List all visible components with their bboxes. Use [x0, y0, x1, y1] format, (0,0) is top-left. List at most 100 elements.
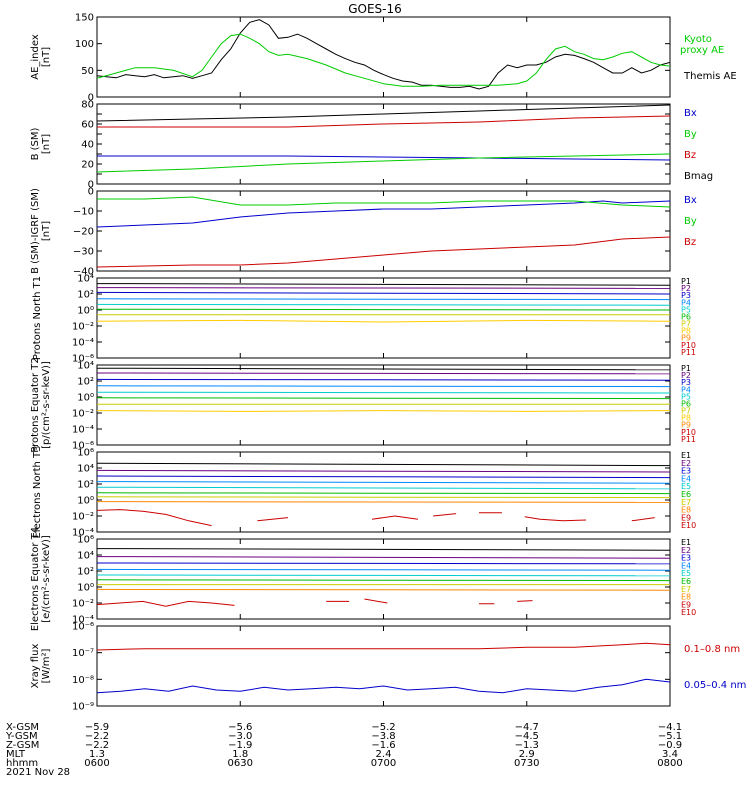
y-tick-label: 10²	[77, 480, 94, 491]
y-tick-label: −40	[73, 267, 94, 278]
legend-entry: E5	[681, 482, 691, 491]
x-info-value: 0730	[514, 758, 539, 769]
series-line-themis-ae	[97, 19, 670, 90]
series-line-e5	[97, 486, 670, 490]
legend-entry: P8	[681, 414, 691, 423]
legend-entry: Bz	[684, 237, 696, 248]
series-line-by	[97, 153, 670, 173]
legend-entry: E1	[681, 538, 691, 547]
series-line-p8	[97, 319, 670, 323]
figure-title: GOES-16	[348, 2, 402, 16]
x-info-row-label: hhmm	[6, 758, 38, 769]
series-line-e2	[97, 556, 670, 559]
legend-entry: P9	[681, 421, 691, 430]
x-info-value: 0700	[371, 758, 396, 769]
x-info-value: 0800	[657, 758, 682, 769]
series-line-e3	[97, 475, 670, 479]
panels: 0 50 100 150 AE_index[nT] Kyoto proxy AE Themis…	[30, 13, 746, 713]
y-tick-label: 50	[81, 66, 94, 77]
x-info-value: 3.4	[662, 749, 678, 760]
y-axis-label: B (SM)-IGRF (SM)[nT]	[30, 188, 52, 274]
series-line-e7	[97, 496, 670, 499]
legend-entry: E8	[681, 593, 691, 602]
y-tick-label: 60	[81, 120, 94, 131]
y-tick-label: 10⁴	[77, 361, 94, 372]
legend-entry: Bx	[684, 108, 697, 119]
y-tick-label: 10⁻⁷	[72, 648, 94, 659]
legend-entry: P1	[681, 364, 691, 373]
panel-0: 0 50 100 150 AE_index[nT] Kyoto proxy AE Themis…	[30, 13, 737, 104]
series-line-e6	[97, 579, 670, 582]
series-line-p1	[97, 283, 670, 286]
x-info-row-label: Z-GSM	[6, 740, 39, 751]
series-line-e4	[97, 568, 670, 571]
y-axis-label: Xray flux[W/m²]	[30, 644, 52, 689]
legend-entry: P5	[681, 392, 691, 401]
series-line-p6	[97, 308, 670, 311]
y-tick-label: 10²	[77, 290, 94, 301]
y-tick-label: 10⁰	[77, 583, 94, 594]
y-tick-label: 10⁰	[77, 393, 94, 404]
legend-entry: Bx	[684, 195, 697, 206]
legend-entry: 0.1–0.8 nm	[684, 644, 740, 655]
legend-entry: P10	[681, 428, 696, 437]
y-tick-label: 10⁻⁴	[72, 338, 94, 349]
y-tick-label: 10⁰	[77, 306, 94, 317]
series-line-p4	[97, 298, 670, 301]
legend-entry: E8	[681, 506, 691, 515]
x-info-value: −4.7	[515, 722, 539, 733]
x-info-value: −1.6	[371, 740, 395, 751]
y-tick-label: 10⁻²	[72, 322, 94, 333]
series-line-e1	[97, 548, 670, 551]
legend-entry: E7	[681, 498, 691, 507]
y-tick-label: 0	[88, 93, 94, 104]
legend-entry: E9	[681, 513, 691, 522]
y-tick-label: 10⁻⁴	[72, 425, 94, 436]
y-tick-label: 10⁴	[77, 464, 94, 475]
legend-entry: P10	[681, 341, 696, 350]
x-info-value: −0.9	[658, 740, 682, 751]
legend-entry: P3	[681, 378, 691, 387]
x-info-value: −5.1	[658, 731, 682, 742]
series-line-p5	[97, 391, 670, 394]
series-line-p4	[97, 385, 670, 388]
x-info-row-label: MLT	[6, 749, 26, 760]
legend-entry: E9	[681, 600, 691, 609]
y-tick-label: 10⁻⁶	[72, 622, 94, 633]
x-info-value: −4.1	[658, 722, 682, 733]
legend-entry: E10	[681, 521, 696, 530]
legend-entry: E6	[681, 490, 691, 499]
panel-6: 10⁻⁴ 10⁻² 10⁰ 10² 10⁴ 10⁶ Electrons Equator T4…	[30, 527, 696, 631]
series-line-p3	[97, 378, 670, 381]
y-tick-label: 10⁰	[77, 496, 94, 507]
legend-entry: E3	[681, 467, 691, 476]
x-info-value: −5.6	[228, 722, 252, 733]
series-line-p2	[97, 372, 670, 375]
x-info-row-label: X-GSM	[6, 722, 39, 733]
y-tick-label: 10⁻²	[72, 512, 94, 523]
series-line-bmag	[97, 104, 670, 122]
y-axis-label: Protons North T1	[32, 276, 43, 360]
y-tick-label: 10⁻⁶	[72, 354, 94, 365]
y-tick-label: 20	[81, 160, 94, 171]
legend-entry: Bz	[684, 150, 696, 161]
y-tick-label: −10	[73, 207, 94, 218]
series-line-e8	[97, 501, 670, 503]
series-line-e9	[97, 509, 655, 527]
series-line-p5	[97, 303, 670, 306]
y-axis-label: B (SM)[nT]	[30, 127, 52, 160]
series-line-p6	[97, 397, 670, 400]
series-line-bz	[97, 236, 670, 268]
y-tick-label: 80	[81, 100, 94, 111]
y-tick-label: 10⁻⁴	[72, 615, 94, 626]
panel-frame	[96, 364, 671, 446]
legend-entry: Themis AE	[683, 71, 737, 82]
legend-entry: Kyoto proxy AE	[680, 34, 724, 56]
y-tick-label: 150	[75, 13, 94, 24]
x-info-value: 1.3	[89, 749, 105, 760]
legend-entry: E2	[681, 546, 691, 555]
y-tick-label: 40	[81, 140, 94, 151]
y-tick-label: 0	[88, 187, 94, 198]
